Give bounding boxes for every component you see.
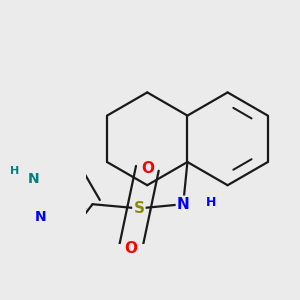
Text: S: S (134, 201, 144, 216)
Text: N: N (28, 172, 40, 186)
Text: O: O (141, 161, 154, 176)
Text: O: O (124, 241, 137, 256)
Text: N: N (177, 197, 190, 212)
Text: H: H (10, 166, 19, 176)
Text: H: H (206, 196, 216, 208)
Text: N: N (34, 210, 46, 224)
